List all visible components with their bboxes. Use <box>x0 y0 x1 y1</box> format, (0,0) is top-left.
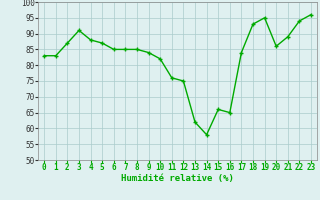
X-axis label: Humidité relative (%): Humidité relative (%) <box>121 174 234 183</box>
